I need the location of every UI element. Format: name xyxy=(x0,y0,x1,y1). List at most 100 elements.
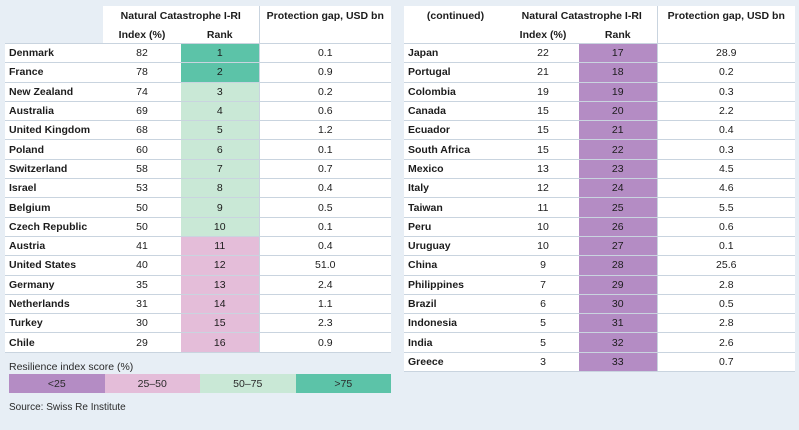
table-row: New Zealand 74 3 0.2 xyxy=(5,82,391,102)
table-row: Poland 60 6 0.1 xyxy=(5,139,391,160)
rank-cell: 8 xyxy=(181,178,259,199)
table-row: Australia 69 4 0.6 xyxy=(5,101,391,122)
country-cell: Poland xyxy=(5,139,103,160)
legend-item: >75 xyxy=(295,374,391,393)
source-note: Source: Swiss Re Institute xyxy=(9,402,126,413)
protection-gap-cell: 0.3 xyxy=(656,139,795,160)
index-col-header: Index (%) xyxy=(507,26,579,44)
country-cell: Greece xyxy=(404,352,507,373)
table-row: United States 40 12 51.0 xyxy=(5,255,391,276)
rank-cell: 28 xyxy=(579,255,657,276)
table-row: Indonesia 5 31 2.8 xyxy=(404,313,795,334)
rank-cell: 31 xyxy=(579,313,657,334)
rank-cell: 9 xyxy=(181,197,259,218)
rank-cell: 15 xyxy=(181,313,259,334)
country-cell: France xyxy=(5,62,103,83)
protection-gap-cell: 2.8 xyxy=(656,313,795,334)
protection-gap-cell: 2.4 xyxy=(258,275,391,295)
rank-cell: 29 xyxy=(579,275,657,295)
country-cell: Belgium xyxy=(5,197,103,218)
index-cell: 10 xyxy=(507,217,579,237)
protection-gap-cell: 1.1 xyxy=(258,294,391,315)
index-cell: 68 xyxy=(103,120,181,141)
index-cell: 50 xyxy=(103,217,181,237)
table-row: Czech Republic 50 10 0.1 xyxy=(5,217,391,237)
protection-gap-cell: 4.6 xyxy=(656,178,795,199)
rank-col-header: Rank xyxy=(579,26,657,44)
index-cell: 19 xyxy=(507,82,579,102)
left-table-body: Denmark 82 1 0.1 France 78 2 0.9 New Zealand 74 3 0… xyxy=(5,43,391,353)
country-cell: New Zealand xyxy=(5,82,103,102)
protection-gap-cell: 0.7 xyxy=(656,352,795,373)
table-row: Germany 35 13 2.4 xyxy=(5,275,391,295)
country-cell: Israel xyxy=(5,178,103,199)
table-row: China 9 28 25.6 xyxy=(404,255,795,276)
table-row: Japan 22 17 28.9 xyxy=(404,43,795,64)
country-cell: Australia xyxy=(5,101,103,122)
protection-gap-header: Protection gap, USD bn xyxy=(656,6,795,26)
protection-gap-cell: 51.0 xyxy=(258,255,391,276)
protection-gap-cell: 0.5 xyxy=(258,197,391,218)
table-row: Switzerland 58 7 0.7 xyxy=(5,159,391,180)
rank-cell: 3 xyxy=(181,82,259,102)
table-row: Taiwan 11 25 5.5 xyxy=(404,197,795,218)
rank-cell: 5 xyxy=(181,120,259,141)
protection-gap-cell: 0.1 xyxy=(258,43,391,64)
country-cell: Chile xyxy=(5,332,103,353)
country-cell: Portugal xyxy=(404,62,507,83)
legend-title: Resilience index score (%) xyxy=(9,361,134,373)
protection-gap-header: Protection gap, USD bn xyxy=(258,6,391,26)
rank-cell: 2 xyxy=(181,62,259,83)
rank-cell: 33 xyxy=(579,352,657,373)
country-cell: Czech Republic xyxy=(5,217,103,237)
index-cell: 31 xyxy=(103,294,181,315)
country-cell: Indonesia xyxy=(404,313,507,334)
protection-gap-cell: 0.1 xyxy=(656,236,795,257)
table-row: Israel 53 8 0.4 xyxy=(5,178,391,199)
rank-cell: 13 xyxy=(181,275,259,295)
rank-cell: 26 xyxy=(579,217,657,237)
country-cell: Brazil xyxy=(404,294,507,315)
protection-gap-cell: 25.6 xyxy=(656,255,795,276)
index-cell: 78 xyxy=(103,62,181,83)
rank-cell: 21 xyxy=(579,120,657,141)
index-cell: 6 xyxy=(507,294,579,315)
index-cell: 15 xyxy=(507,120,579,141)
country-cell: Peru xyxy=(404,217,507,237)
index-cell: 29 xyxy=(103,332,181,353)
rank-cell: 10 xyxy=(181,217,259,237)
rank-col-header: Rank xyxy=(181,26,259,44)
index-cell: 60 xyxy=(103,139,181,160)
table-row: Denmark 82 1 0.1 xyxy=(5,43,391,64)
right-table-body: Japan 22 17 28.9 Portugal 21 18 0.2 Colombia 19 19… xyxy=(404,43,795,373)
index-cell: 82 xyxy=(103,43,181,64)
index-cell: 69 xyxy=(103,101,181,122)
table-row: Greece 3 33 0.7 xyxy=(404,352,795,373)
rank-cell: 32 xyxy=(579,332,657,353)
rank-cell: 27 xyxy=(579,236,657,257)
index-cell: 22 xyxy=(507,43,579,64)
country-cell: Ecuador xyxy=(404,120,507,141)
index-cell: 11 xyxy=(507,197,579,218)
country-cell: Canada xyxy=(404,101,507,122)
protection-gap-cell: 2.6 xyxy=(656,332,795,353)
resilience-table-right: (continued) Natural Catastrophe I-RI Pro… xyxy=(404,6,795,373)
table-row: Austria 41 11 0.4 xyxy=(5,236,391,257)
protection-gap-cell: 0.7 xyxy=(258,159,391,180)
rank-cell: 7 xyxy=(181,159,259,180)
protection-gap-cell: 0.6 xyxy=(656,217,795,237)
protection-gap-cell: 2.3 xyxy=(258,313,391,334)
table-row: Uruguay 10 27 0.1 xyxy=(404,236,795,257)
table-row: Canada 15 20 2.2 xyxy=(404,101,795,122)
index-cell: 13 xyxy=(507,159,579,180)
table-row: Mexico 13 23 4.5 xyxy=(404,159,795,180)
rank-cell: 14 xyxy=(181,294,259,315)
protection-gap-cell: 0.2 xyxy=(656,62,795,83)
index-cell: 21 xyxy=(507,62,579,83)
index-col-header: Index (%) xyxy=(103,26,181,44)
index-cell: 12 xyxy=(507,178,579,199)
country-cell: Turkey xyxy=(5,313,103,334)
index-group-header: Natural Catastrophe I-RI xyxy=(507,6,657,26)
table-row: Colombia 19 19 0.3 xyxy=(404,82,795,102)
country-cell: United Kingdom xyxy=(5,120,103,141)
